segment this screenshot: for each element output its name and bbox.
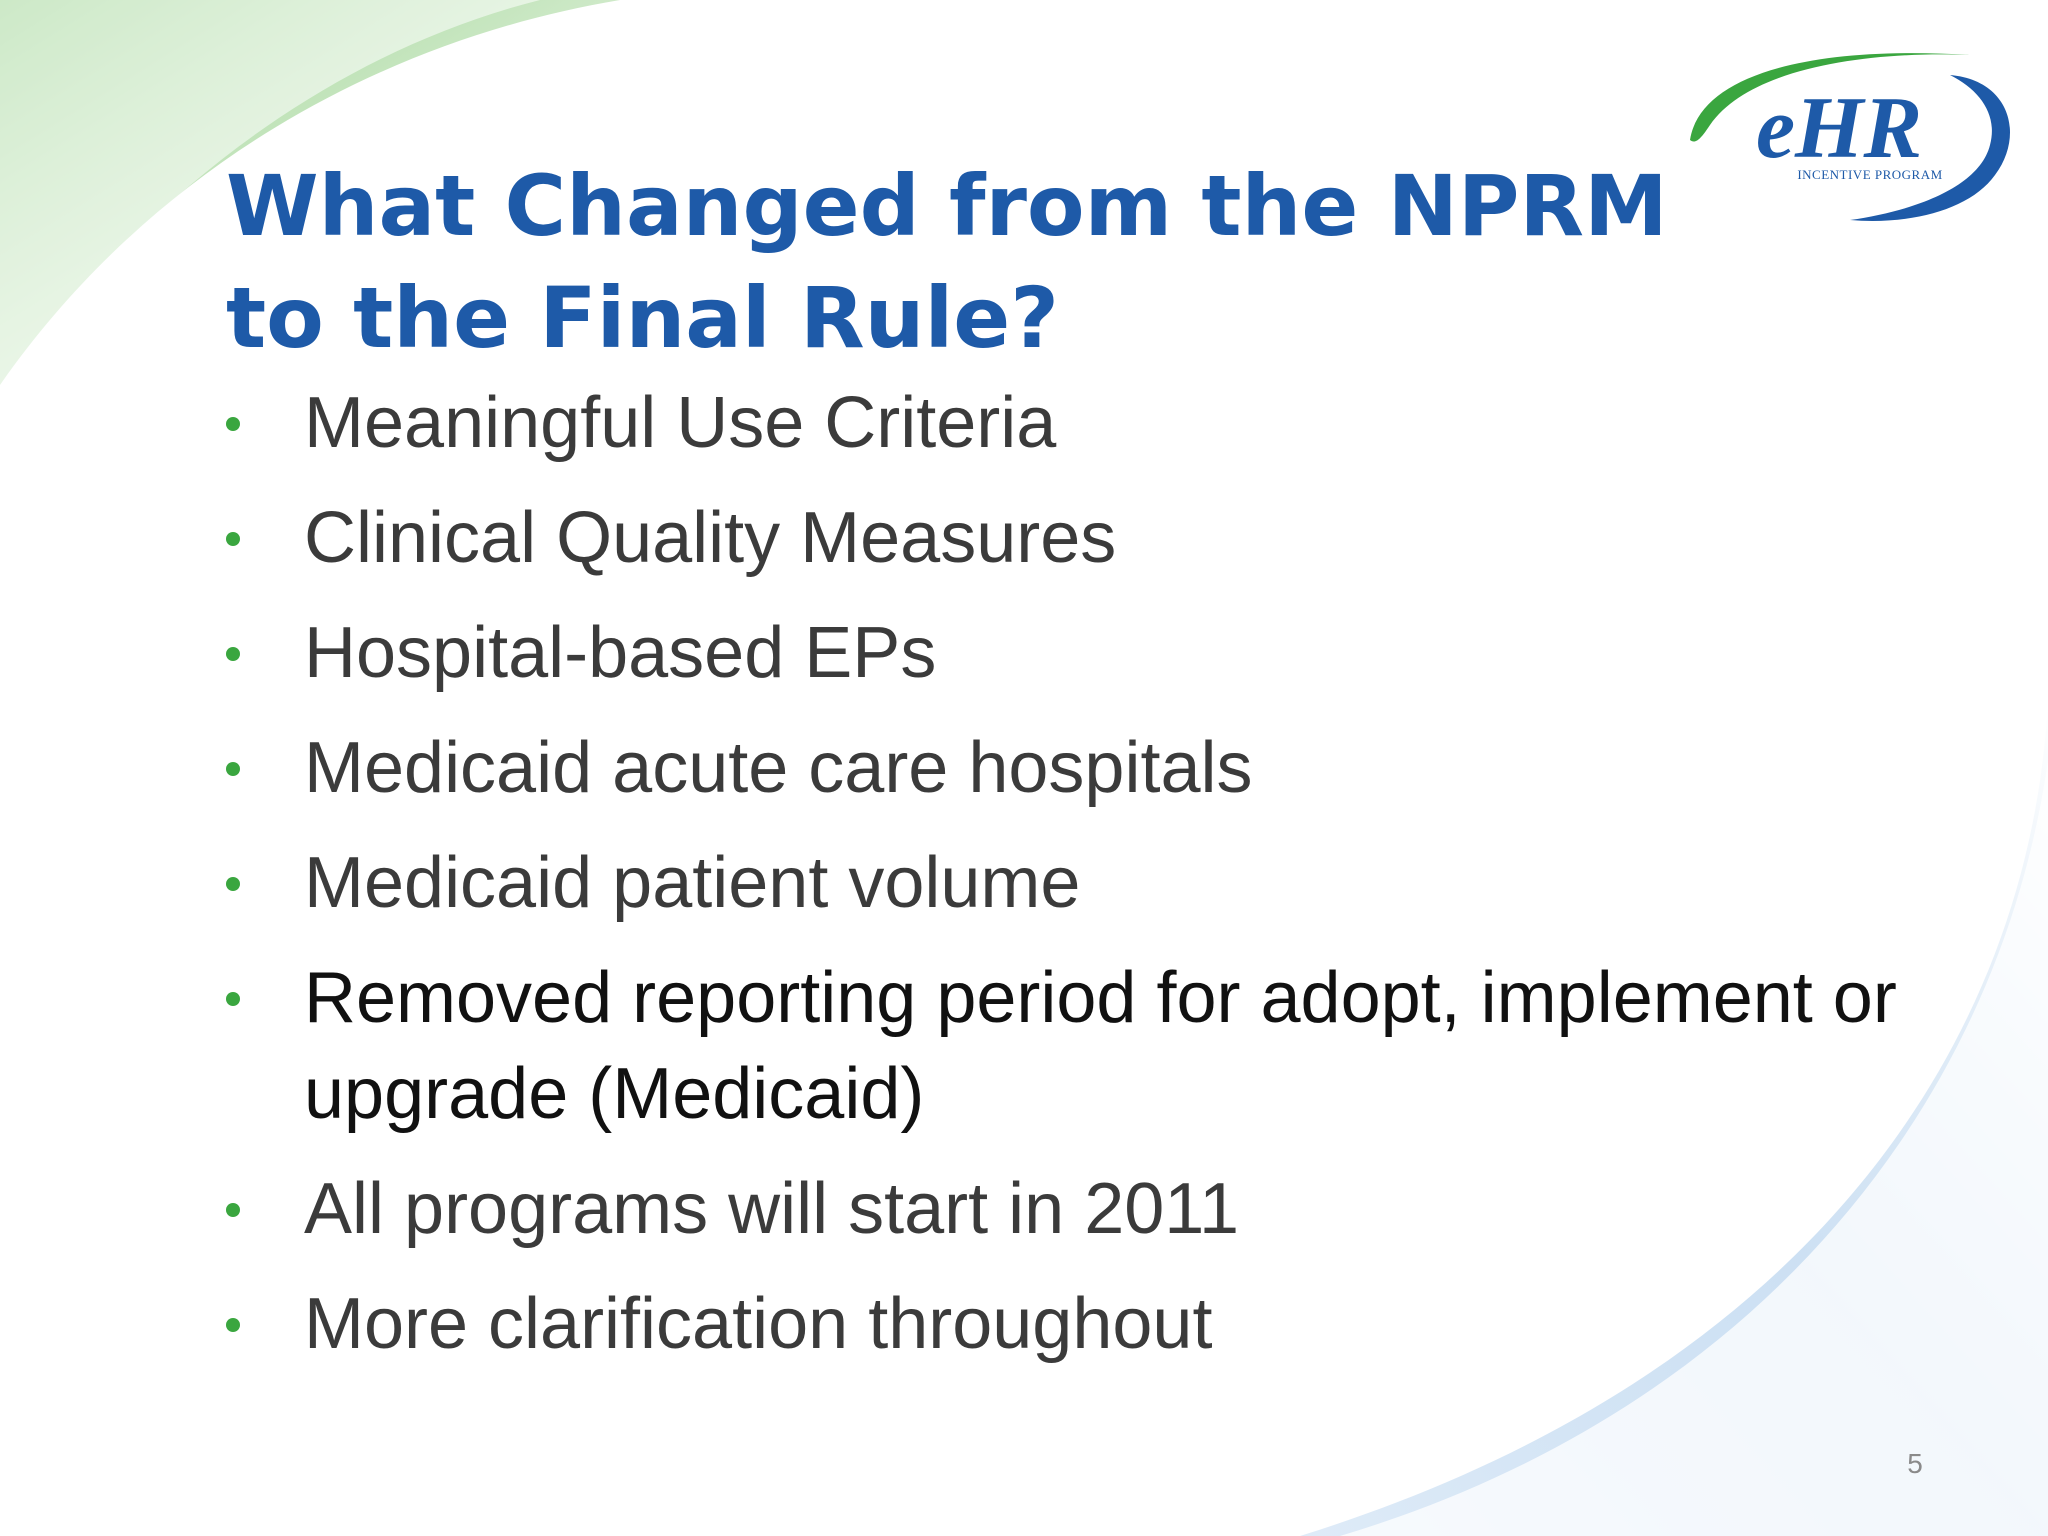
bullet-text: Meaningful Use Criteria: [304, 383, 1057, 463]
bullet-text: More clarification throughout: [304, 1284, 1213, 1364]
bullet-text: All programs will start in 2011: [304, 1169, 1240, 1249]
logo-mark-text: eHR: [1756, 80, 1922, 177]
bullet-item: More clarification throughout: [226, 1276, 1926, 1372]
bullet-dot-icon: [226, 647, 240, 661]
bullet-text: Clinical Quality Measures: [304, 498, 1117, 578]
bullet-dot-icon: [226, 417, 240, 431]
logo-tagline: INCENTIVE PROGRAM: [1797, 167, 1943, 182]
bullet-dot-icon: [226, 1203, 240, 1217]
page-number: 5: [1907, 1448, 1923, 1479]
bullet-dot-icon: [226, 992, 240, 1006]
bullet-item: Meaningful Use Criteria: [226, 375, 1926, 471]
bullet-dot-icon: [226, 1318, 240, 1332]
bullet-item: Hospital-based EPs: [226, 605, 1926, 701]
bullet-item: All programs will start in 2011: [226, 1161, 1926, 1257]
bullet-item: Medicaid patient volume: [226, 835, 1926, 931]
bullet-item: Medicaid acute care hospitals: [226, 720, 1926, 816]
bullet-text: Medicaid acute care hospitals: [304, 728, 1253, 808]
bullet-text: Medicaid patient volume: [304, 843, 1081, 923]
bullet-item: Removed reporting period for adopt, impl…: [226, 950, 1926, 1142]
bullet-text: Removed reporting period for adopt, impl…: [304, 958, 1897, 1134]
bullet-dot-icon: [226, 532, 240, 546]
bullet-dot-icon: [226, 877, 240, 891]
bullet-item: Clinical Quality Measures: [226, 490, 1926, 586]
bullet-list: Meaningful Use Criteria Clinical Quality…: [226, 375, 1926, 1391]
bullet-dot-icon: [226, 762, 240, 776]
ehr-incentive-program-logo: eHR INCENTIVE PROGRAM: [1680, 45, 2020, 230]
bullet-text: Hospital-based EPs: [304, 613, 937, 693]
slide-title: What Changed from the NPRM to the Final …: [226, 157, 1668, 367]
